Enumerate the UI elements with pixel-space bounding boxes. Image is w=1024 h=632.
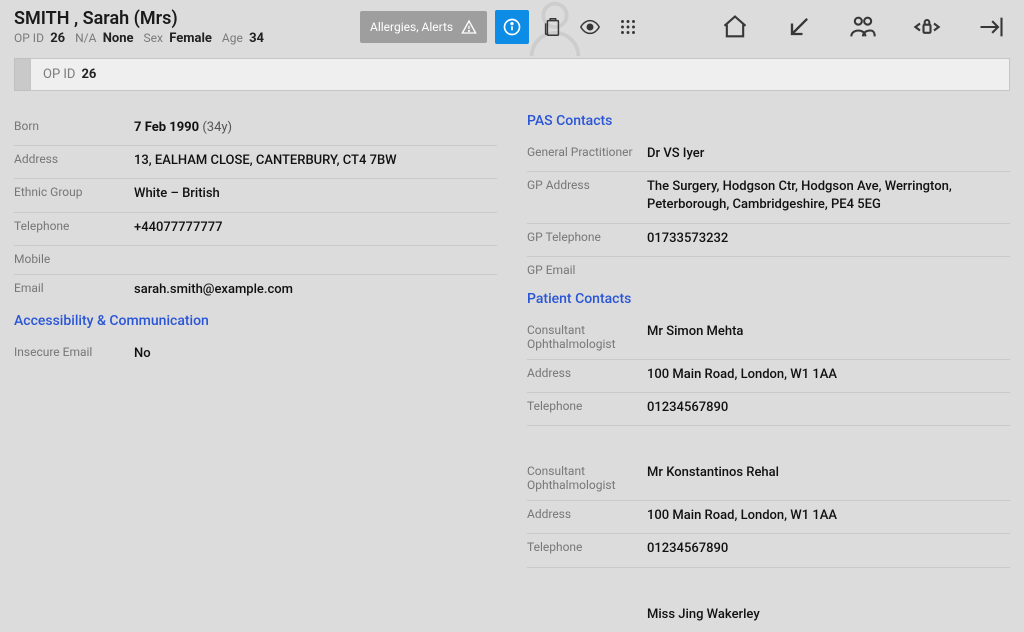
- users-button[interactable]: [848, 12, 878, 42]
- row-contact-tel: Telephone 01234567890: [527, 393, 1010, 426]
- eye-button[interactable]: [575, 12, 605, 42]
- contact-tel-label: Telephone: [527, 399, 647, 413]
- info-icon: [502, 17, 522, 37]
- lock-settings-button[interactable]: [912, 12, 942, 42]
- lock-code-icon: [913, 13, 941, 41]
- address-value: 13, EALHAM CLOSE, CANTERBURY, CT4 7BW: [134, 152, 397, 170]
- contact-role-label: Consultant Ophthalmologist: [527, 323, 647, 351]
- patient-meta: OP ID 26 N/A None Sex Female Age 34: [14, 31, 264, 46]
- sex-value: Female: [169, 31, 212, 46]
- row-gp-tel: GP Telephone 01733573232: [527, 224, 1010, 257]
- clipboard-icon: [541, 16, 563, 38]
- ethnic-label: Ethnic Group: [14, 185, 134, 199]
- email-label: Email: [14, 281, 134, 295]
- row-telephone: Telephone +44077777777: [14, 213, 497, 246]
- na-label: N/A: [75, 31, 96, 45]
- detail-body: Born 7 Feb 1990 (34y) Address 13, EALHAM…: [0, 91, 1024, 632]
- gp-tel-label: GP Telephone: [527, 230, 647, 244]
- address-label: Address: [14, 152, 134, 166]
- header-right-actions: [720, 12, 1010, 42]
- row-mobile: Mobile: [14, 246, 497, 275]
- contact-tel: 01234567890: [647, 399, 728, 417]
- email-value: sarah.smith@example.com: [134, 281, 293, 299]
- row-contact-tel: Telephone 01234567890: [527, 534, 1010, 567]
- dialpad-button[interactable]: [613, 12, 643, 42]
- contact-name: Mr Konstantinos Rehal: [647, 464, 779, 482]
- age-value: 34: [249, 31, 264, 46]
- row-contact-address: Address 100 Main Road, London, W1 1AA: [527, 501, 1010, 534]
- patient-contacts-title: Patient Contacts: [527, 291, 1010, 307]
- id-bar: OP ID 26: [14, 58, 1010, 91]
- id-bar-value: 26: [81, 67, 96, 82]
- insecure-email-value: No: [134, 345, 151, 363]
- mobile-label: Mobile: [14, 252, 134, 266]
- row-born: Born 7 Feb 1990 (34y): [14, 113, 497, 146]
- row-contact-address: Address 100 Main Road, London, W1 1AA: [527, 360, 1010, 393]
- gp-tel-value: 01733573232: [647, 230, 728, 248]
- op-id-label: OP ID: [14, 31, 44, 45]
- row-contact-role: Consultant Ophthalmologist Mr Konstantin…: [527, 458, 1010, 501]
- row-gp-address: GP Address The Surgery, Hodgson Ctr, Hod…: [527, 172, 1010, 223]
- id-bar-label: OP ID: [43, 67, 75, 82]
- op-id-value: 26: [50, 31, 65, 46]
- collapse-button[interactable]: [784, 12, 814, 42]
- id-bar-box[interactable]: OP ID 26: [30, 58, 1010, 91]
- gp-address-value: The Surgery, Hodgson Ctr, Hodgson Ave, W…: [647, 178, 1010, 214]
- contact-address: 100 Main Road, London, W1 1AA: [647, 366, 837, 384]
- id-bar-tab-marker: [14, 58, 30, 91]
- row-address: Address 13, EALHAM CLOSE, CANTERBURY, CT…: [14, 146, 497, 179]
- gp-email-label: GP Email: [527, 263, 647, 277]
- telephone-label: Telephone: [14, 219, 134, 233]
- insecure-email-label: Insecure Email: [14, 345, 134, 359]
- pas-title: PAS Contacts: [527, 113, 1010, 129]
- home-button[interactable]: [720, 12, 750, 42]
- row-contact-role: Miss Jing Wakerley: [527, 600, 1010, 632]
- warning-triangle-icon: [461, 19, 477, 35]
- gp-address-label: GP Address: [527, 178, 647, 192]
- contact-tel: 01234567890: [647, 540, 728, 558]
- exit-icon: [977, 13, 1005, 41]
- row-gp-email: GP Email: [527, 257, 1010, 285]
- header-center-actions: Allergies, Alerts: [360, 0, 643, 54]
- gp-value: Dr VS Iyer: [647, 145, 704, 163]
- contact-address: 100 Main Road, London, W1 1AA: [647, 507, 837, 525]
- telephone-value: +44077777777: [134, 219, 223, 237]
- row-ethnic: Ethnic Group White – British: [14, 179, 497, 212]
- exit-button[interactable]: [976, 12, 1006, 42]
- contact-role-label: Consultant Ophthalmologist: [527, 464, 647, 492]
- arrow-down-left-icon: [785, 13, 813, 41]
- left-column: Born 7 Feb 1990 (34y) Address 13, EALHAM…: [14, 113, 497, 632]
- right-column: PAS Contacts General Practitioner Dr VS …: [527, 113, 1010, 632]
- row-email: Email sarah.smith@example.com: [14, 275, 497, 307]
- patient-name: SMITH , Sarah (Mrs): [14, 8, 264, 29]
- contact-name: Miss Jing Wakerley: [647, 606, 760, 624]
- ethnic-value: White – British: [134, 185, 220, 203]
- row-insecure-email: Insecure Email No: [14, 339, 497, 371]
- gp-label: General Practitioner: [527, 145, 647, 159]
- contact-name: Mr Simon Mehta: [647, 323, 743, 341]
- home-icon: [721, 13, 749, 41]
- contact-tel-label: Telephone: [527, 540, 647, 554]
- sex-label: Sex: [144, 31, 163, 45]
- clipboard-button[interactable]: [537, 12, 567, 42]
- dialpad-icon: [617, 16, 639, 38]
- contact-address-label: Address: [527, 507, 647, 521]
- row-gp: General Practitioner Dr VS Iyer: [527, 139, 1010, 172]
- eye-icon: [579, 16, 601, 38]
- patient-identity: SMITH , Sarah (Mrs) OP ID 26 N/A None Se…: [14, 8, 264, 46]
- allergies-alerts-button[interactable]: Allergies, Alerts: [360, 11, 487, 43]
- na-value: None: [103, 31, 134, 46]
- born-label: Born: [14, 119, 134, 133]
- born-value: 7 Feb 1990 (34y): [134, 119, 232, 137]
- accessibility-title: Accessibility & Communication: [14, 313, 497, 329]
- allergies-alerts-label: Allergies, Alerts: [370, 20, 453, 34]
- two-people-icon: [849, 13, 877, 41]
- row-contact-role: Consultant Ophthalmologist Mr Simon Meht…: [527, 317, 1010, 360]
- info-button[interactable]: [495, 10, 529, 44]
- patient-header: SMITH , Sarah (Mrs) OP ID 26 N/A None Se…: [0, 0, 1024, 54]
- contact-address-label: Address: [527, 366, 647, 380]
- age-label: Age: [222, 31, 243, 45]
